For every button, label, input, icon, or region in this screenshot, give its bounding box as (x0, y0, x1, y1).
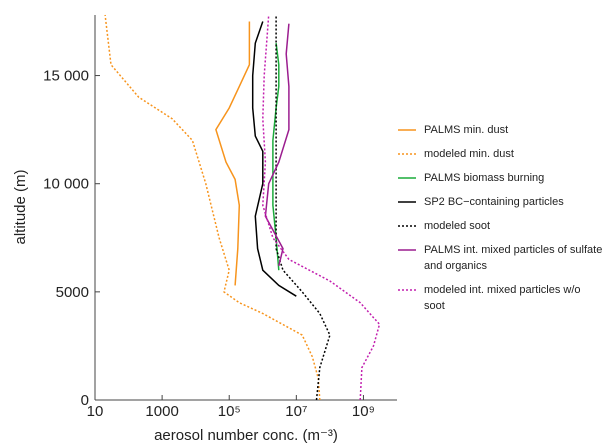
legend-swatch (398, 153, 416, 155)
chart: altitude (m) aerosol number conc. (m⁻³) … (12, 14, 397, 444)
series-line (272, 43, 280, 271)
series-line (275, 15, 331, 401)
x-tick-label: 10⁹ (352, 403, 375, 420)
series-line (262, 14, 381, 401)
legend-label: PALMS min. dust (424, 124, 509, 136)
y-tick-label: 10 000 (43, 176, 89, 193)
legend-item: PALMS min. dust (398, 122, 607, 138)
legend-item: modeled int. mixed particles w/o soot (398, 282, 607, 314)
x-tick-label: 10⁷ (285, 403, 307, 420)
legend-item: modeled soot (398, 218, 607, 234)
legend-swatch (398, 177, 416, 179)
y-tick-label: 0 (81, 392, 89, 409)
legend-label: modeled soot (424, 220, 491, 232)
x-tick-label: 10 (87, 403, 104, 420)
legend-swatch (398, 225, 416, 227)
y-axis-label: altitude (m) (12, 169, 29, 244)
legend-swatch (398, 249, 416, 251)
series-line (104, 14, 321, 401)
x-axis-label: aerosol number conc. (m⁻³) (154, 427, 338, 444)
legend-label: modeled int. mixed particles w/o soot (424, 284, 581, 312)
legend-item: PALMS biomass burning (398, 170, 607, 186)
legend: PALMS min. dust modeled min. dust PALMS bi… (398, 122, 607, 322)
legend-swatch (398, 201, 416, 203)
legend-item: PALMS int. mixed particles of sulfate an… (398, 242, 607, 274)
x-tick-label: 10⁵ (218, 403, 241, 420)
series-line (215, 21, 251, 286)
legend-item: modeled min. dust (398, 146, 607, 162)
legend-label: modeled min. dust (424, 148, 514, 160)
x-tick-label: 1000 (145, 403, 178, 420)
y-tick-label: 15 000 (43, 68, 89, 85)
legend-swatch (398, 289, 416, 291)
legend-label: PALMS int. mixed particles of sulfate an… (424, 244, 603, 272)
series-line (251, 21, 297, 297)
legend-label: PALMS biomass burning (424, 172, 545, 184)
series-line (264, 23, 290, 267)
legend-swatch (398, 129, 416, 131)
legend-label: SP2 BC−containing particles (424, 196, 564, 208)
y-tick-label: 5000 (56, 284, 89, 301)
legend-item: SP2 BC−containing particles (398, 194, 607, 210)
